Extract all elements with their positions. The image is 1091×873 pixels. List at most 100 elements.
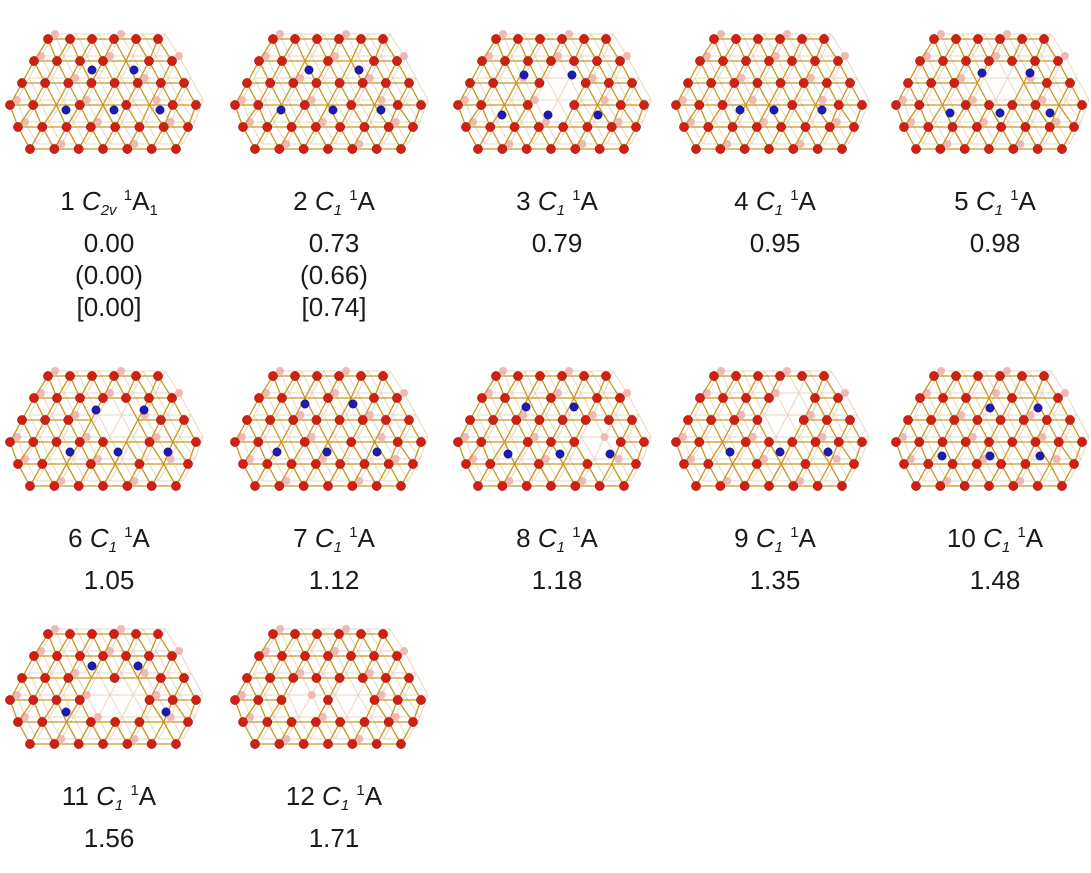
- atom: [17, 673, 27, 683]
- atom: [146, 144, 157, 154]
- isomer-label: 11 C1 1A: [4, 775, 214, 822]
- isomer-number: 3: [516, 186, 531, 216]
- atom: [334, 629, 344, 639]
- back-atom: [957, 74, 966, 82]
- isomer-4: 4 C1 1A 0.95: [670, 25, 880, 275]
- isomer-number: 8: [516, 523, 531, 553]
- atom: [949, 78, 960, 88]
- back-atom: [737, 74, 746, 82]
- back-atom: [818, 96, 827, 104]
- dopant-atom: [521, 402, 531, 412]
- atom: [156, 415, 166, 425]
- back-atom: [140, 74, 149, 82]
- back-atom: [772, 389, 780, 397]
- atom: [274, 144, 285, 154]
- atom: [286, 122, 297, 132]
- back-atom: [365, 411, 374, 419]
- front-layer: [891, 371, 1087, 491]
- dopant-atom: [593, 110, 603, 120]
- atom: [298, 144, 309, 154]
- back-atom: [238, 433, 246, 441]
- atom: [727, 122, 738, 132]
- front-layer: [671, 371, 867, 491]
- atom: [972, 459, 982, 469]
- atom: [535, 34, 545, 44]
- atom: [63, 673, 74, 683]
- atom: [911, 481, 921, 491]
- back-atom: [588, 411, 597, 419]
- atom: [1020, 459, 1031, 469]
- back-atom: [13, 691, 21, 699]
- back-atom: [318, 713, 327, 721]
- atom: [683, 78, 693, 88]
- dopant-atom: [567, 70, 577, 80]
- atom: [938, 56, 948, 66]
- atom: [691, 144, 701, 154]
- atom: [290, 371, 300, 381]
- back-atom: [51, 625, 59, 633]
- atom: [453, 437, 463, 447]
- back-atom: [806, 411, 815, 419]
- atom: [381, 415, 391, 425]
- atom: [134, 122, 145, 132]
- back-atom: [282, 140, 291, 148]
- back-atom: [93, 713, 102, 721]
- atom: [311, 459, 321, 469]
- back-atom: [992, 52, 1000, 60]
- atom: [601, 371, 611, 381]
- atom: [914, 437, 925, 447]
- atom: [1007, 100, 1018, 110]
- atom: [558, 122, 568, 132]
- point-group: C1: [537, 186, 565, 219]
- atom: [546, 393, 556, 403]
- atom: [381, 673, 391, 683]
- back-atom: [759, 118, 768, 126]
- atom: [619, 481, 629, 491]
- atom: [497, 144, 508, 154]
- back-atom: [899, 96, 907, 104]
- atom: [74, 100, 85, 110]
- atom: [75, 393, 85, 403]
- dopant-atom: [775, 447, 785, 457]
- front-layer: [5, 371, 201, 491]
- back-atom: [1016, 477, 1025, 485]
- atom: [592, 393, 602, 403]
- isomer-caption: 11 C1 1A 1.56: [4, 775, 214, 854]
- atom: [951, 371, 961, 381]
- atom: [298, 481, 309, 491]
- atom: [752, 459, 762, 469]
- atom: [29, 393, 39, 403]
- isomer-7: 7 C1 1A 1.12: [229, 362, 439, 612]
- atom: [787, 100, 798, 110]
- atom: [1007, 437, 1018, 447]
- atom: [709, 371, 719, 381]
- back-atom: [331, 647, 339, 655]
- back-atom: [365, 669, 374, 677]
- back-atom: [276, 625, 284, 633]
- atom: [1030, 56, 1040, 66]
- dopant-atom: [937, 451, 947, 461]
- atom: [87, 629, 97, 639]
- atom: [52, 56, 62, 66]
- electronic-state: 1A: [349, 523, 375, 553]
- dopant-atom: [569, 402, 579, 412]
- atom: [797, 371, 807, 381]
- back-atom: [748, 433, 757, 441]
- atom: [833, 437, 844, 447]
- atom: [579, 371, 589, 381]
- atom: [775, 78, 786, 88]
- back-atom: [331, 389, 339, 397]
- atom: [356, 34, 366, 44]
- atom: [65, 629, 75, 639]
- atom: [570, 144, 581, 154]
- back-atom: [783, 30, 791, 38]
- atom: [477, 393, 487, 403]
- isomer-8: 8 C1 1A 1.18: [452, 362, 662, 612]
- dopant-atom: [272, 447, 282, 457]
- atom: [1032, 481, 1043, 491]
- atom: [764, 56, 774, 66]
- dopant-atom: [161, 707, 171, 717]
- atom: [396, 739, 406, 749]
- back-atom: [505, 140, 514, 148]
- isomer-label: 3 C1 1A: [452, 180, 662, 227]
